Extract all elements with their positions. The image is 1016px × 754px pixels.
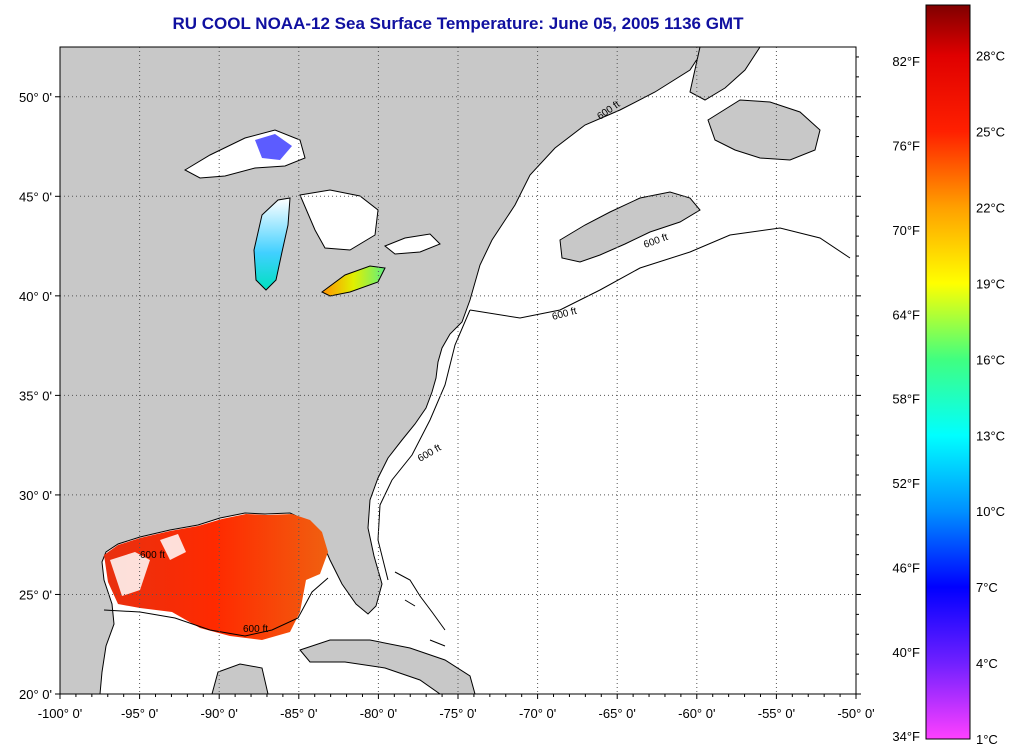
lake-erie (321, 265, 386, 297)
grid-lines (60, 47, 856, 694)
gulf-sst-cloud-gaps (110, 534, 186, 596)
y-tick-label: 30° 0' (19, 488, 52, 503)
land-cuba (299, 639, 476, 694)
x-tick-label: -65° 0' (599, 706, 636, 721)
x-tick-label: -100° 0' (38, 706, 83, 721)
x-axis: -100° 0' -95° 0' -90° 0' -85° 0' -80° 0' -75°… (38, 694, 875, 721)
x-tick-label: -55° 0' (758, 706, 795, 721)
y-tick-label: 20° 0' (19, 687, 52, 702)
land-yucatan (211, 663, 269, 694)
x-tick-label: -60° 0' (678, 706, 715, 721)
land-labrador (689, 47, 761, 101)
gulf-sst-swath (104, 514, 328, 640)
x-tick-label: -90° 0' (201, 706, 238, 721)
x-tick-label: -80° 0' (360, 706, 397, 721)
x-tick-label: -75° 0' (439, 706, 476, 721)
land-newfoundland (707, 99, 821, 161)
y-tick-label: 35° 0' (19, 388, 52, 403)
land-north-america (60, 47, 706, 694)
contour-label: 600 ft (140, 550, 165, 561)
bathymetry-contour (103, 227, 851, 637)
map-title: RU COOL NOAA-12 Sea Surface Temperature:… (172, 14, 744, 33)
x-tick-label: -50° 0' (837, 706, 874, 721)
contour-label: 600 ft (243, 624, 268, 635)
lake-michigan (253, 197, 291, 291)
x-tick-label: -70° 0' (519, 706, 556, 721)
land-maritimes (559, 191, 701, 263)
superior-sst-patch (255, 134, 292, 160)
y-axis: 20° 0' 25° 0' 30° 0' 35° 0' 40° 0' 45° 0' 50° … (19, 56, 861, 702)
land-bahamas (394, 571, 446, 647)
y-tick-label: 40° 0' (19, 289, 52, 304)
y-tick-label: 50° 0' (19, 90, 52, 105)
y-tick-label: 25° 0' (19, 587, 52, 602)
y-tick-label: 45° 0' (19, 189, 52, 204)
x-tick-label: -95° 0' (121, 706, 158, 721)
lake-huron (299, 189, 379, 251)
x-tick-label: -85° 0' (280, 706, 317, 721)
lake-ontario (384, 233, 441, 255)
